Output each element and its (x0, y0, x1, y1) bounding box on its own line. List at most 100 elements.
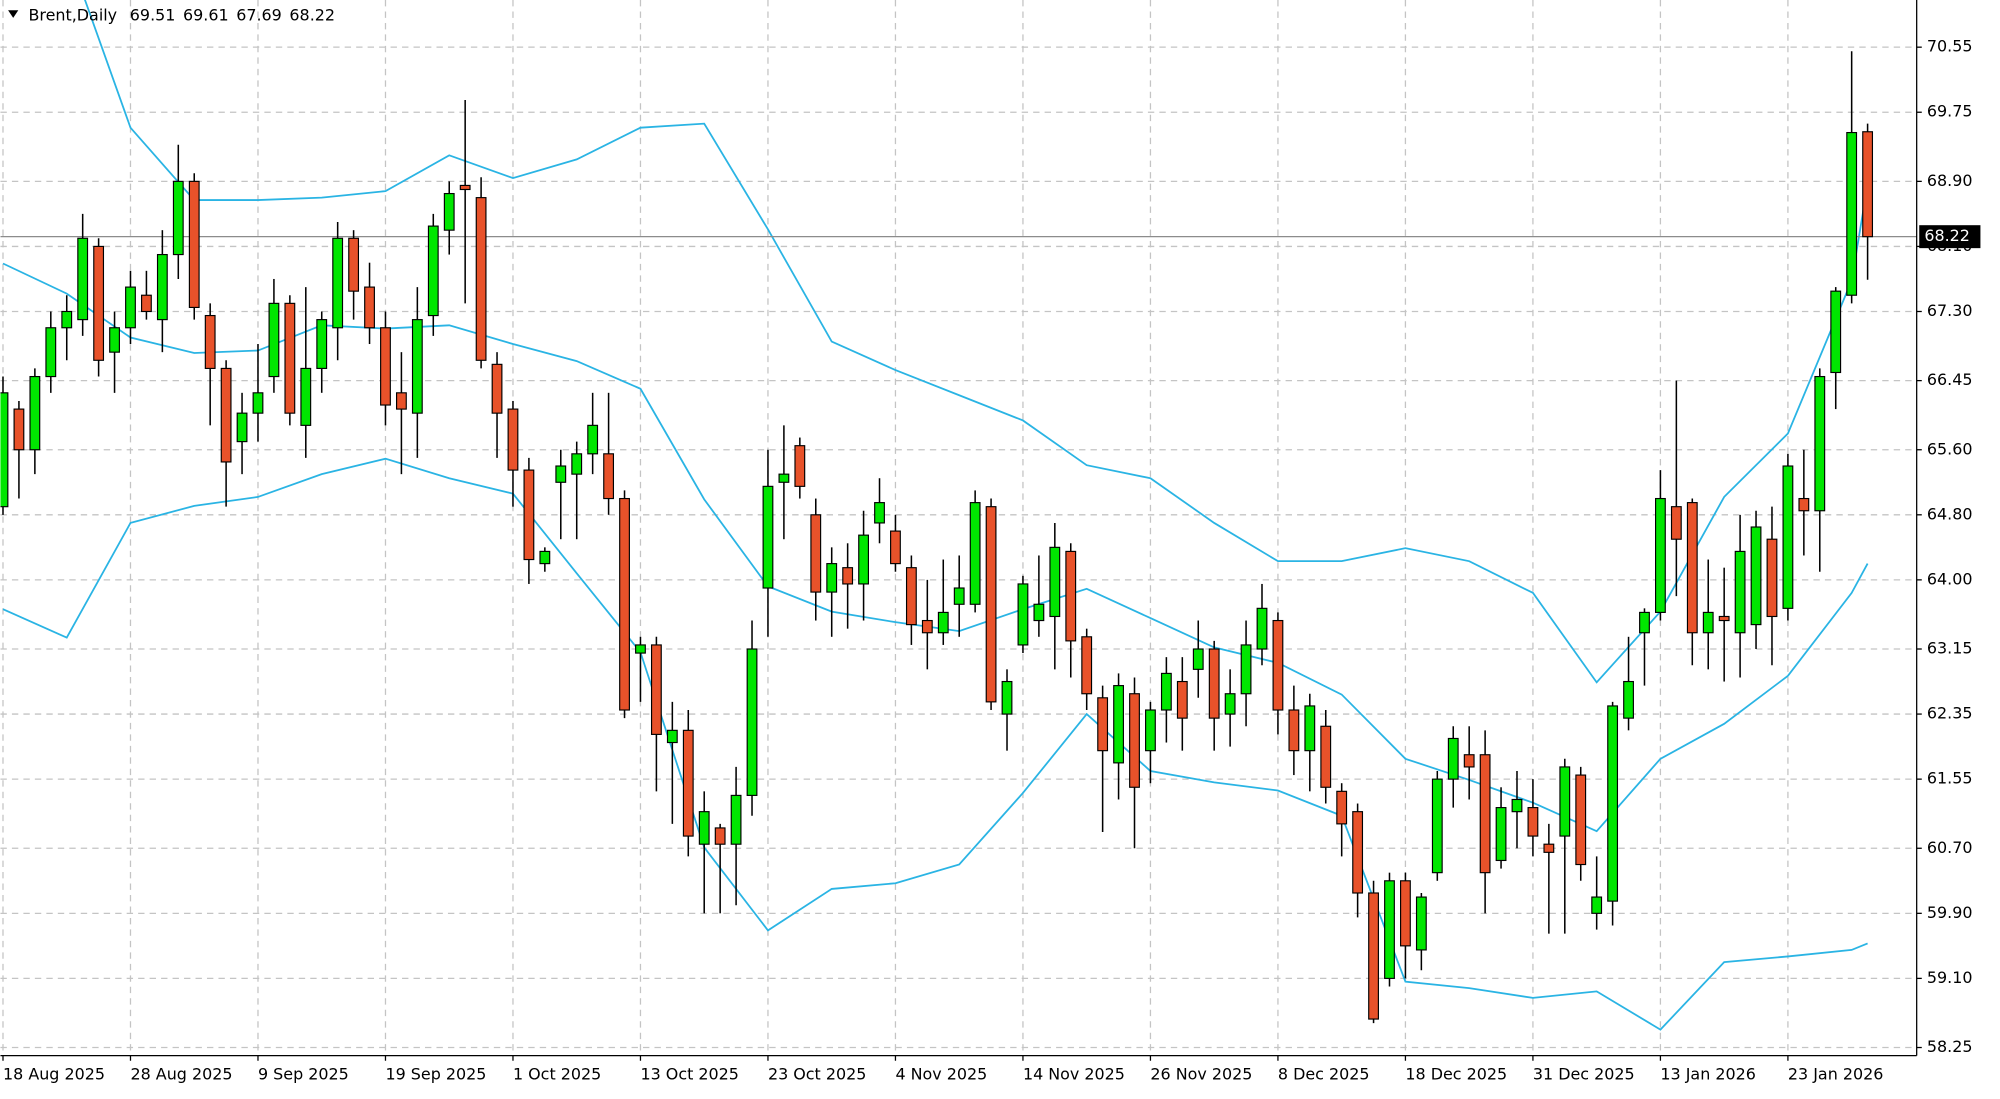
candle-body (1750, 526, 1762, 626)
candle-body (555, 465, 567, 483)
candle-body (619, 497, 630, 711)
candle-body (1655, 497, 1666, 613)
y-tick-label: 69.75 (1927, 102, 1973, 121)
bollinger-band (84, 0, 1869, 684)
candle-body (1336, 790, 1348, 825)
candle-body (1415, 896, 1427, 951)
candle-body (284, 302, 296, 414)
candle-body (1017, 583, 1029, 646)
x-tick-label: 14 Nov 2025 (1023, 1064, 1125, 1083)
x-tick-label: 23 Oct 2025 (768, 1064, 866, 1083)
candle-body (1575, 774, 1587, 866)
candle-body (650, 644, 662, 735)
candle-body (1320, 725, 1332, 788)
candle-body (61, 310, 73, 329)
candle-body (156, 253, 168, 321)
candles (0, 51, 1917, 1024)
x-tick-label: 18 Aug 2025 (3, 1064, 105, 1083)
x-tick-label: 19 Sep 2025 (385, 1064, 486, 1083)
candle-body (443, 192, 455, 231)
low-value: 67.69 (236, 5, 282, 24)
candle-body (300, 367, 312, 426)
header: Brent,Daily 69.51 69.61 67.69 68.22 (28, 5, 335, 24)
candle-body (1097, 697, 1109, 752)
candle-body (523, 469, 535, 561)
x-tick-label: 8 Dec 2025 (1278, 1064, 1370, 1083)
y-tick-label: 64.80 (1927, 504, 1973, 523)
candle-body (1384, 880, 1395, 979)
x-tick-label: 4 Nov 2025 (895, 1064, 987, 1083)
candle-body (826, 563, 838, 593)
candle-body (1160, 672, 1172, 711)
y-tick-label: 59.90 (1927, 903, 1973, 922)
candle-body (1176, 680, 1188, 719)
candle-body (1798, 497, 1810, 512)
candle-body (125, 286, 136, 329)
candle-body (985, 506, 997, 703)
candle-body (778, 473, 790, 483)
candle-body (1559, 766, 1571, 837)
menu-triangle[interactable] (8, 10, 19, 18)
candle-body (45, 327, 57, 378)
candle-body (1639, 611, 1650, 634)
candle-body (842, 567, 854, 585)
candle-body (141, 294, 152, 313)
candle-body (1862, 131, 1874, 238)
candle-body (1607, 705, 1619, 902)
candle-body (1208, 648, 1220, 719)
candle-body (1495, 807, 1507, 862)
y-tick-label: 60.70 (1927, 838, 1973, 857)
candle-body (730, 794, 742, 845)
x-tick-label: 9 Sep 2025 (258, 1064, 349, 1083)
candle-body (794, 445, 806, 487)
x-tick-label: 13 Jan 2026 (1660, 1064, 1755, 1083)
candle-body (1224, 693, 1236, 715)
candle-body (1304, 705, 1316, 752)
candle-body (1511, 798, 1523, 813)
candle-body (316, 319, 328, 369)
candle-body (1113, 685, 1124, 764)
candle-body (682, 729, 694, 837)
candle-body (29, 375, 41, 451)
candle-body (635, 644, 646, 654)
candle-body (491, 363, 503, 414)
candle-body (1033, 603, 1045, 622)
x-tick-label: 1 Oct 2025 (513, 1064, 601, 1083)
candle-body (1782, 465, 1794, 609)
axes: 70.5569.7568.9068.1067.3066.4565.6064.80… (2, 37, 1981, 1083)
candle-body (348, 237, 360, 292)
x-tick-label: 13 Oct 2025 (640, 1064, 738, 1083)
candle-body (1543, 843, 1555, 853)
candle-body (364, 286, 375, 329)
candle-body (1447, 737, 1459, 780)
candle-body (93, 245, 105, 361)
candle-body (1288, 709, 1300, 752)
x-tick-label: 26 Nov 2025 (1150, 1064, 1252, 1083)
y-tick-label: 65.60 (1927, 439, 1973, 458)
x-tick-label: 28 Aug 2025 (130, 1064, 232, 1083)
candle-body (746, 648, 758, 796)
candle-body (380, 327, 391, 406)
candle-body (1718, 615, 1730, 622)
candle-body (1192, 648, 1204, 670)
candle-body (1702, 611, 1714, 634)
candle-body (252, 392, 264, 414)
candle-body (77, 237, 89, 321)
chart-title: Brent,Daily (28, 5, 117, 24)
candle-body (1830, 290, 1842, 374)
candle-body (507, 408, 519, 471)
candle-body (1479, 754, 1491, 874)
x-tick-label: 31 Dec 2025 (1533, 1064, 1635, 1083)
candle-body (332, 237, 344, 329)
x-tick-label: 23 Jan 2026 (1788, 1064, 1883, 1083)
candle-body (1049, 546, 1061, 618)
candle-body (571, 453, 583, 475)
y-tick-label: 63.15 (1927, 639, 1973, 658)
candle-body (411, 319, 423, 414)
candle-body (874, 502, 885, 524)
candle-body (1591, 896, 1603, 914)
candle-body (1463, 754, 1475, 768)
candle-body (268, 302, 280, 378)
